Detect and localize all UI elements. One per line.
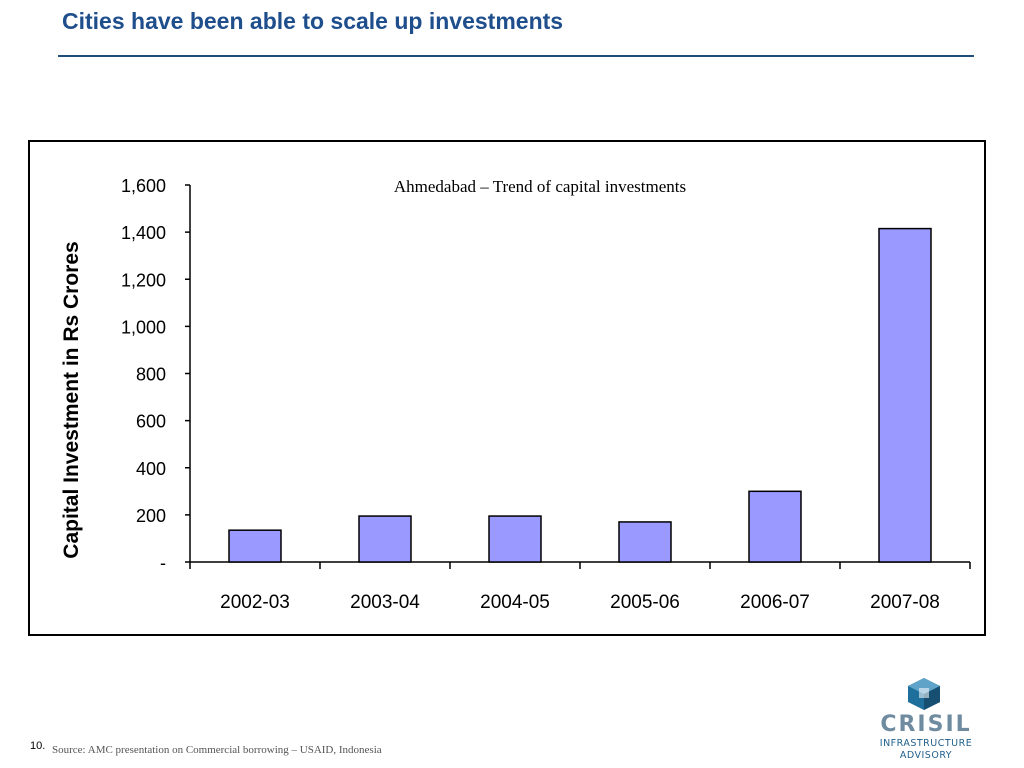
y-tick-label: 1,200 [121,270,166,290]
y-tick-label: - [160,553,166,573]
bar [228,529,282,563]
bars [228,227,932,563]
chart-title: Ahmedabad – Trend of capital investments [394,177,686,196]
bar-chart: Ahmedabad – Trend of capital investments… [60,176,971,613]
y-tick-label: 200 [136,506,166,526]
x-tick-label: 2006-07 [740,592,810,613]
y-tick-label: 1,400 [121,223,166,243]
crisil-cube-icon [908,678,940,710]
x-axis: 2002-03 2003-04 2004-05 2005-06 2006-07 2007-… [189,561,971,613]
page-number: 10. [30,740,46,752]
logo-wordmark: CRISIL [880,712,972,737]
source-note: Source: AMC presentation on Commercial b… [52,744,382,756]
y-tick-label: 400 [136,459,166,479]
y-tick-label: 800 [136,365,166,385]
chart-frame: Ahmedabad – Trend of capital investments… [28,140,986,636]
logo-line-1: INFRASTRUCTURE [879,738,973,749]
slide-title: Cities have been able to scale up invest… [62,8,564,34]
bar [878,227,932,563]
y-tick-label: 1,600 [121,176,166,196]
y-axis: - 200 400 600 800 1,000 1,200 1,400 1,600 [121,176,191,573]
y-tick-label: 600 [136,412,166,432]
y-axis-label: Capital Investment in Rs Crores [60,241,83,558]
title-divider [58,55,974,57]
x-tick-label: 2007-08 [870,592,940,613]
x-tick-label: 2002-03 [220,592,290,613]
bar [748,490,802,563]
bar [618,521,672,563]
x-tick-label: 2004-05 [480,592,550,613]
y-tick-label: 1,000 [121,317,166,337]
x-tick-label: 2005-06 [610,592,680,613]
crisil-logo: CRISIL INFRASTRUCTURE ADVISORY [876,676,976,762]
bar [358,515,412,563]
bar [488,515,542,563]
logo-line-2: ADVISORY [899,750,953,761]
x-tick-label: 2003-04 [350,592,420,613]
